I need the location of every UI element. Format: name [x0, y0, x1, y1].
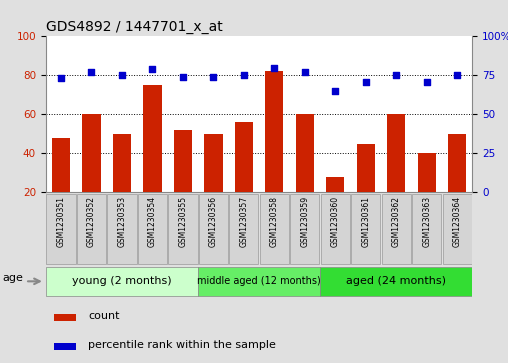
Bar — [138, 194, 167, 264]
Bar — [199, 266, 320, 296]
Bar — [107, 194, 137, 264]
Point — [179, 74, 187, 80]
Bar — [357, 144, 375, 192]
Text: GSM1230355: GSM1230355 — [178, 196, 187, 247]
Text: count: count — [88, 311, 120, 321]
Bar — [54, 343, 76, 350]
Bar — [143, 85, 162, 192]
Bar — [229, 194, 259, 264]
Point — [209, 74, 217, 80]
Bar — [82, 114, 101, 192]
Bar — [351, 194, 380, 264]
Point — [240, 72, 248, 78]
Point — [118, 72, 126, 78]
Text: age: age — [2, 273, 23, 283]
Text: GSM1230364: GSM1230364 — [453, 196, 462, 247]
Text: middle aged (12 months): middle aged (12 months) — [197, 276, 321, 286]
Point — [331, 88, 339, 94]
Text: GSM1230353: GSM1230353 — [117, 196, 126, 247]
Point — [148, 66, 156, 72]
Bar — [296, 114, 314, 192]
Bar — [46, 194, 76, 264]
Point — [423, 79, 431, 85]
Bar — [418, 153, 436, 192]
Bar — [54, 314, 76, 321]
Point — [362, 79, 370, 85]
Bar — [442, 194, 472, 264]
Bar — [290, 194, 320, 264]
Bar — [412, 194, 441, 264]
Text: GSM1230361: GSM1230361 — [361, 196, 370, 247]
Point — [57, 76, 65, 81]
Bar — [326, 177, 344, 192]
Point — [392, 72, 400, 78]
Text: GDS4892 / 1447701_x_at: GDS4892 / 1447701_x_at — [46, 20, 223, 34]
Text: aged (24 months): aged (24 months) — [346, 276, 446, 286]
Text: GSM1230357: GSM1230357 — [239, 196, 248, 247]
Bar — [168, 194, 198, 264]
Bar — [321, 194, 350, 264]
Text: GSM1230362: GSM1230362 — [392, 196, 401, 247]
Text: GSM1230352: GSM1230352 — [87, 196, 96, 247]
Bar — [174, 130, 192, 192]
Bar — [448, 134, 466, 192]
Text: young (2 months): young (2 months) — [72, 276, 172, 286]
Bar — [260, 194, 289, 264]
Text: GSM1230356: GSM1230356 — [209, 196, 218, 247]
Bar — [113, 134, 131, 192]
Bar — [52, 138, 70, 192]
Bar — [321, 266, 472, 296]
Bar — [199, 194, 228, 264]
Bar — [46, 266, 198, 296]
Text: GSM1230363: GSM1230363 — [422, 196, 431, 247]
Bar — [77, 194, 106, 264]
Text: GSM1230358: GSM1230358 — [270, 196, 279, 247]
Bar — [235, 122, 253, 192]
Point — [453, 72, 461, 78]
Text: GSM1230351: GSM1230351 — [56, 196, 66, 247]
Text: GSM1230359: GSM1230359 — [300, 196, 309, 247]
Bar — [382, 194, 411, 264]
Text: percentile rank within the sample: percentile rank within the sample — [88, 340, 276, 350]
Point — [301, 69, 309, 75]
Bar — [265, 72, 283, 192]
Text: GSM1230354: GSM1230354 — [148, 196, 157, 247]
Bar — [204, 134, 223, 192]
Point — [87, 69, 96, 75]
Text: GSM1230360: GSM1230360 — [331, 196, 340, 247]
Bar — [387, 114, 405, 192]
Point — [270, 65, 278, 70]
